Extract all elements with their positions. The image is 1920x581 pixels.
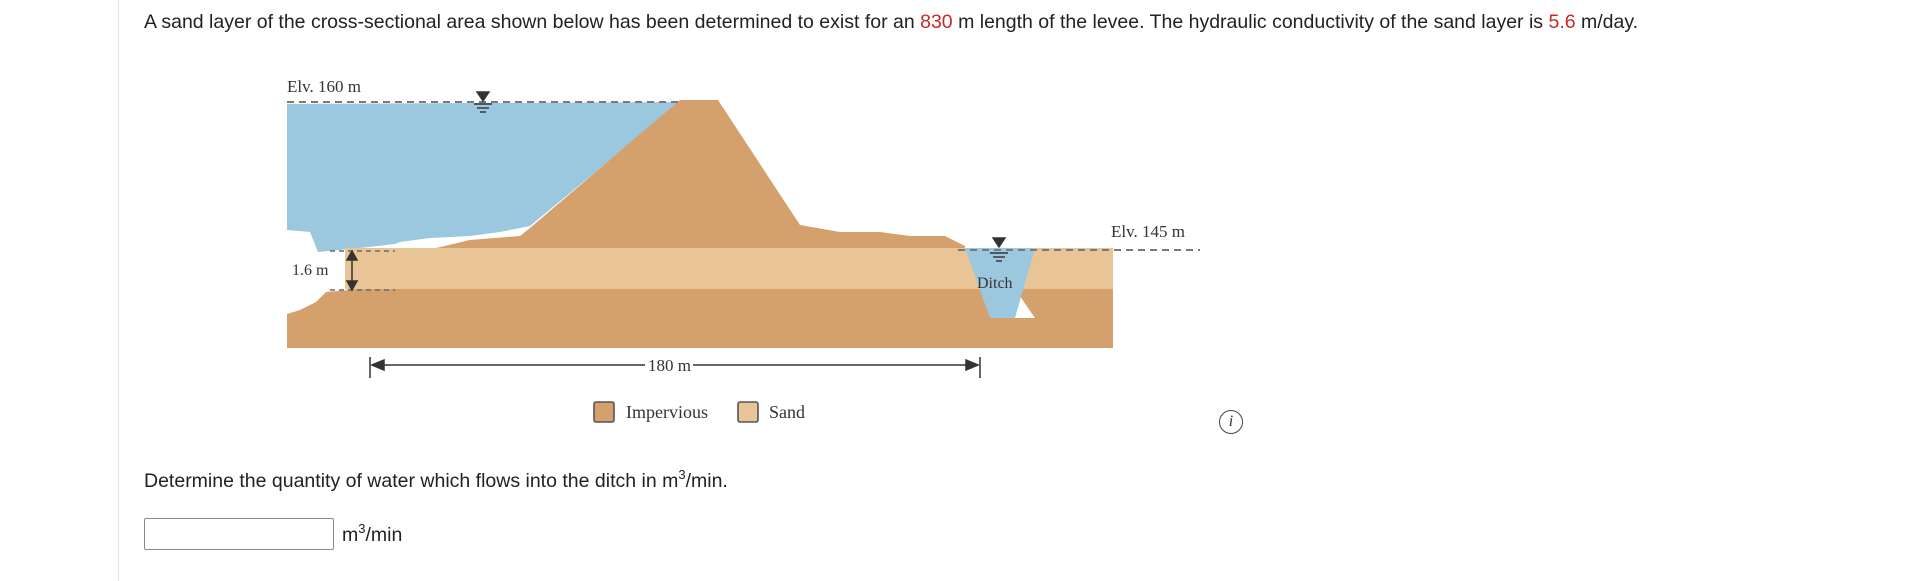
legend-sand-swatch [737,401,759,423]
distance-dimension-line [369,357,981,378]
answer-unit-label: m3/min [342,522,402,548]
legend: Impervious Sand [593,401,805,423]
info-circle-icon[interactable]: i [1219,410,1243,434]
thickness-label: 1.6 m [292,262,329,279]
legend-impervious-label: Impervious [626,402,708,422]
levee-length-value: 830 [920,11,953,33]
water-surface-symbol-ditch [990,237,1008,262]
answer-input[interactable] [144,518,334,550]
impervious-base-layer [287,289,1113,348]
elevation-right-label: Elv. 145 m [1111,222,1185,241]
problem-text-1: A sand layer of the cross-sectional area… [144,11,921,33]
answer-unit-superscript: 3 [358,520,366,536]
sand-layer [345,248,992,289]
question-prompt: Determine the quantity of water which fl… [144,468,728,494]
levee-embankment [436,100,965,248]
legend-sand-label: Sand [769,402,805,422]
question-suffix: /min. [685,470,728,492]
thickness-dimension-arrow [345,249,359,292]
answer-unit-suffix: /min [365,524,403,546]
problem-text-2: m length of the levee. The hydraulic con… [952,11,1549,33]
conductivity-value: 5.6 [1548,11,1576,33]
question-unit-superscript: 3 [678,466,686,482]
distance-label: 180 m [648,356,691,375]
sand-layer-right [1015,248,1113,289]
problem-text-3: m/day. [1575,11,1639,33]
problem-statement: A sand layer of the cross-sectional area… [144,10,1904,34]
elevation-left-label: Elv. 160 m [287,77,361,96]
legend-impervious-swatch [593,401,615,423]
question-text: Determine the quantity of water which fl… [144,470,679,492]
ditch-label: Ditch [977,275,1013,292]
reservoir-water [287,102,680,252]
water-surface-symbol-upstream [474,91,492,113]
answer-unit: m [342,524,359,546]
ditch-water [965,248,1035,318]
